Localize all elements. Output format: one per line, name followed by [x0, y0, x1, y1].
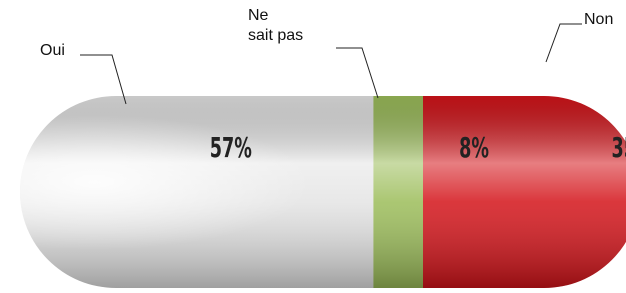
value-label: 57% — [210, 133, 252, 164]
capsule — [20, 96, 626, 288]
chart: 57% Oui 8% Ne sait pas 35% Non — [0, 0, 626, 293]
page: {"chart_data": {"type": "bar", "stacked"… — [0, 0, 626, 293]
category-line: Ne — [248, 7, 269, 24]
category-label: Non — [584, 11, 613, 28]
value-label: 35% — [611, 133, 626, 164]
category-label: Oui — [40, 42, 65, 59]
category-label: Ne sait pas — [248, 7, 303, 44]
leader-line — [546, 24, 582, 62]
highlight — [20, 96, 626, 288]
category-line: sait pas — [248, 27, 303, 44]
value-label: 8% — [459, 133, 489, 164]
leader-line — [336, 48, 378, 98]
